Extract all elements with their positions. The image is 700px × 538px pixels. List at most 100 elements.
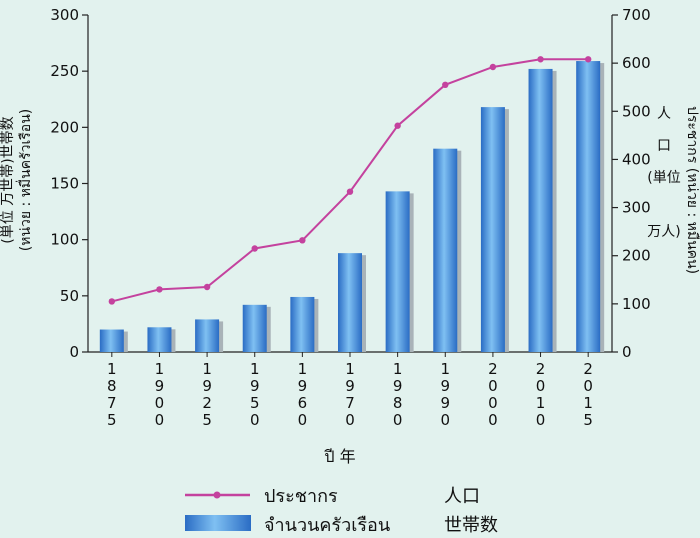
population-point <box>489 63 497 71</box>
x-tick-label: 5 <box>107 411 117 429</box>
x-tick-label: 9 <box>202 377 212 395</box>
x-tick-label: 5 <box>250 394 260 412</box>
x-tick-label: 0 <box>393 411 403 429</box>
right-tick-label: 500 <box>622 102 651 120</box>
bar <box>576 61 601 352</box>
x-tick-label: 2 <box>488 360 498 378</box>
x-tick-label: 1 <box>155 360 165 378</box>
legend-bar-label-ja: 世帯数 <box>444 515 498 536</box>
x-tick-label: 9 <box>440 394 450 412</box>
legend-line-label: ประชากร <box>264 486 338 507</box>
bar <box>528 68 553 353</box>
bar <box>338 253 362 352</box>
population-point <box>299 237 306 244</box>
population-point <box>251 245 258 252</box>
population-point <box>584 56 592 63</box>
x-tick-label: 1 <box>583 394 593 412</box>
left-axis-ticks: 0 50 100 150 200 250 300 <box>50 6 88 361</box>
x-tick-label: 1 <box>202 360 212 378</box>
x-tick-label: 9 <box>345 377 355 395</box>
x-tick-label: 8 <box>107 377 117 395</box>
population-point <box>346 188 354 195</box>
bar <box>480 107 505 352</box>
legend-bar-swatch <box>185 515 251 531</box>
x-tick-label: 0 <box>440 411 450 429</box>
x-tick-label: 1 <box>440 360 450 378</box>
right-tick-label: 300 <box>622 199 651 217</box>
bar <box>99 329 124 352</box>
left-axis-label-th: (หน่วย : หมื่นครัวเรือน) <box>16 109 34 251</box>
right-tick-label: 200 <box>622 247 651 265</box>
right-axis-label: ประชากร (หน่วย : หมื่นคน) <box>684 106 700 274</box>
right-tick-label: 100 <box>622 295 651 313</box>
population-point <box>537 56 544 63</box>
right-tick-label: 600 <box>622 54 651 72</box>
bar-series <box>99 61 605 353</box>
bar <box>385 191 410 352</box>
bar <box>433 148 458 352</box>
population-point <box>442 81 449 89</box>
bar <box>147 327 172 352</box>
right-axis-label-ja-4: 万人) <box>647 224 680 240</box>
x-tick-label: 1 <box>393 360 403 378</box>
population-point <box>108 298 116 305</box>
x-tick-label: 1 <box>536 394 546 412</box>
x-tick-label: 8 <box>393 394 403 412</box>
line-series <box>108 56 592 305</box>
x-tick-label: 6 <box>298 394 308 412</box>
legend-bar-entry: จำนวนครัวเรือน 世帯数 <box>185 515 498 536</box>
left-axis-label: (หน่วย : หมื่นครัวเรือน) <box>16 109 34 251</box>
x-tick-label: 5 <box>583 411 593 429</box>
right-tick-label: 400 <box>622 150 651 168</box>
right-axis-label-ja-2: 口 <box>657 138 671 154</box>
x-tick-label: 0 <box>488 411 498 429</box>
x-tick-label: 0 <box>298 411 308 429</box>
x-tick-label: 2 <box>202 394 212 412</box>
x-tick-label: 1 <box>107 360 117 378</box>
x-tick-label: 9 <box>393 377 403 395</box>
right-axis-label-ja: 人 口 (単位 万人) <box>647 106 680 240</box>
left-tick-label: 300 <box>50 6 79 24</box>
left-tick-label: 100 <box>50 231 79 249</box>
right-axis-ticks: 0 100 200 300 400 500 600 700 <box>612 6 651 361</box>
x-tick-label: 2 <box>583 360 593 378</box>
left-axis-label-ja-text: (単位 万世帯)世帯数 <box>0 116 16 243</box>
x-tick-label: 5 <box>202 411 212 429</box>
legend-bar-label: จำนวนครัวเรือน <box>264 515 390 536</box>
x-tick-label: 9 <box>298 377 308 395</box>
population-point <box>156 286 163 293</box>
x-axis-title: ปี 年 <box>324 447 356 466</box>
right-axis-label-th: ประชากร (หน่วย : หมื่นคน) <box>684 106 700 274</box>
left-tick-label: 150 <box>50 175 79 193</box>
x-tick-label: 1 <box>345 360 355 378</box>
bar <box>290 296 315 352</box>
legend: ประชากร 人口 จำนวนครัวเรือน 世帯数 <box>185 486 498 536</box>
right-axis-label-ja-1: 人 <box>657 106 671 122</box>
x-tick-label: 9 <box>440 377 450 395</box>
x-tick-label: 1 <box>250 360 260 378</box>
legend-line-marker <box>213 491 221 499</box>
left-tick-label: 200 <box>50 118 79 136</box>
x-tick-label: 0 <box>488 377 498 395</box>
legend-line-label-ja: 人口 <box>444 486 480 507</box>
left-tick-label: 0 <box>69 343 79 361</box>
left-tick-label: 250 <box>50 62 79 80</box>
x-tick-label: 1 <box>298 360 308 378</box>
x-tick-label: 0 <box>250 411 260 429</box>
x-tick-label: 7 <box>107 394 117 412</box>
x-tick-label: 0 <box>583 377 593 395</box>
left-axis-label-ja: (単位 万世帯)世帯数 <box>0 116 16 243</box>
x-tick-label: 0 <box>155 411 165 429</box>
x-tick-label: 0 <box>488 394 498 412</box>
right-tick-label: 0 <box>622 343 632 361</box>
bar <box>195 319 220 352</box>
x-tick-label: 0 <box>536 377 546 395</box>
bar <box>242 304 267 352</box>
x-tick-label: 9 <box>250 377 260 395</box>
legend-line-entry: ประชากร 人口 <box>185 486 480 507</box>
population-point <box>394 122 401 129</box>
x-tick-label: 0 <box>345 411 355 429</box>
x-tick-label: 0 <box>536 411 546 429</box>
